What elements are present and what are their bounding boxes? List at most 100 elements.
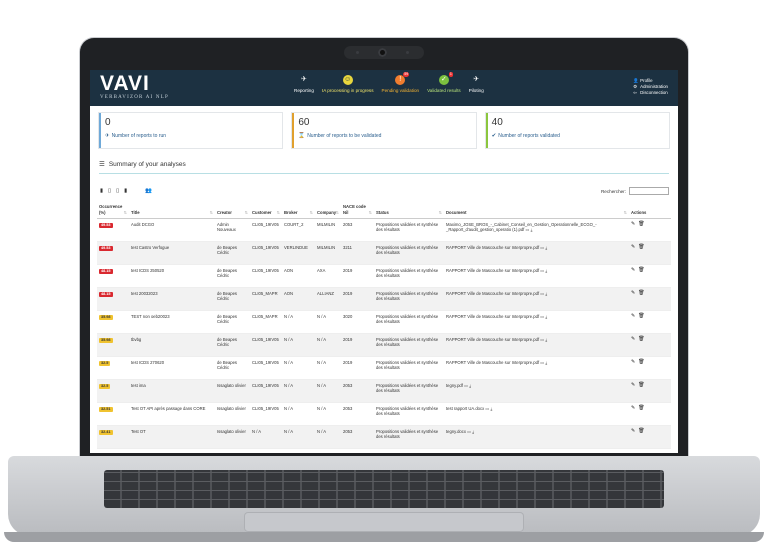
sort-icon[interactable]: ⇅: [368, 209, 372, 215]
search-input[interactable]: [629, 187, 669, 195]
download-icon[interactable]: ⤓: [471, 429, 475, 434]
trash-icon[interactable]: 🗑: [638, 267, 645, 273]
document-link[interactable]: RAPPORT Ville de Mascouche sur Interprop…: [446, 268, 540, 273]
excel-file-icon[interactable]: ▯: [116, 188, 120, 194]
trash-icon[interactable]: 🗑: [638, 244, 645, 250]
edit-icon[interactable]: ✎: [631, 313, 636, 319]
nav-reporting[interactable]: ✈ Reporting: [294, 75, 314, 93]
preview-icon[interactable]: ▭: [539, 245, 545, 250]
document-link[interactable]: test rapport UA.docx: [446, 406, 485, 411]
admin-link[interactable]: ⚙ Administration: [633, 84, 668, 90]
sort-icon[interactable]: ⇅: [438, 209, 442, 215]
document-link[interactable]: RAPPORT Ville de Mascouche sur Interprop…: [446, 314, 540, 319]
user-plus-icon[interactable]: 👥: [145, 188, 152, 194]
download-icon[interactable]: ⤓: [544, 314, 548, 319]
document-link[interactable]: RAPPORT Ville de Mascouche sur Interprop…: [446, 360, 540, 365]
trash-icon[interactable]: 🗑: [638, 359, 645, 365]
cell-company-text: N / A: [317, 314, 327, 319]
sort-icon[interactable]: ⇅: [244, 209, 248, 215]
preview-icon[interactable]: ▭: [539, 360, 545, 365]
stat-card-to-run[interactable]: 0 ✈ Number of reports to run: [98, 112, 284, 149]
table-row[interactable]: 48.15 test ICDS 250520 de Beapes Cédric CLI…: [97, 264, 671, 288]
column-header[interactable]: Actions: [629, 202, 671, 219]
download-icon[interactable]: ⤓: [544, 268, 548, 273]
preview-icon[interactable]: ▭: [539, 314, 545, 319]
trash-icon[interactable]: 🗑: [638, 382, 645, 388]
copy-icon[interactable]: ▮: [100, 188, 104, 194]
download-icon[interactable]: ⤓: [468, 383, 472, 388]
download-icon[interactable]: ⤓: [544, 360, 548, 365]
preview-icon[interactable]: ▭: [462, 383, 469, 388]
table-row[interactable]: 48.15 test 20032023 de Beapes Cédric CLI05_…: [97, 287, 671, 311]
cell-company-text: MILMILIN: [317, 245, 336, 250]
edit-icon[interactable]: ✎: [631, 428, 636, 434]
document-link[interactable]: RAPPORT Ville de Mascouche sur Interprop…: [446, 291, 540, 296]
logout-link[interactable]: ⇦ Disconnection: [633, 90, 668, 96]
app-logo[interactable]: VAVI VERBAVIZOR AI NLP: [100, 73, 169, 100]
edit-icon[interactable]: ✎: [631, 244, 636, 250]
download-icon[interactable]: ⤓: [489, 406, 493, 411]
csv-file-icon[interactable]: ▯: [108, 188, 112, 194]
trash-icon[interactable]: 🗑: [638, 313, 645, 319]
edit-icon[interactable]: ✎: [631, 336, 636, 342]
nav-validated-results[interactable]: ✓ 1 Validated results: [427, 72, 461, 93]
column-header[interactable]: Title ⇅: [129, 202, 215, 219]
trash-icon[interactable]: 🗑: [638, 336, 645, 342]
column-header[interactable]: Broker ⇅: [282, 202, 315, 219]
edit-icon[interactable]: ✎: [631, 290, 636, 296]
document-link[interactable]: tegny.docx: [446, 429, 466, 434]
preview-icon[interactable]: ▭: [524, 227, 530, 233]
document-link[interactable]: RAPPORT Ville de Mascouche sur Interprop…: [446, 245, 540, 250]
table-row[interactable]: 32.41 Test OT Issaglato olivier N / A N / A N…: [97, 425, 671, 449]
preview-icon[interactable]: ▭: [484, 406, 490, 411]
preview-icon[interactable]: ▭: [465, 429, 472, 434]
table-row[interactable]: 49.53 test Castro Verfogue de Beapes Cédri…: [97, 241, 671, 265]
table-row[interactable]: 35.98 TEST non oeb20023 de Beapes Cédric CL…: [97, 310, 671, 334]
download-icon[interactable]: ⤓: [544, 245, 548, 250]
sort-icon[interactable]: ⇅: [623, 209, 627, 215]
document-link[interactable]: Maximo_JOSE_BROS_-_Cabinet_Conseil_en_Ge…: [446, 222, 597, 233]
nav-ia-processing[interactable]: ☺ IA processing in progress: [322, 75, 374, 93]
download-icon[interactable]: ⤓: [544, 291, 548, 296]
sort-icon[interactable]: ⇅: [276, 209, 280, 215]
trash-icon[interactable]: 🗑: [638, 221, 645, 227]
edit-icon[interactable]: ✎: [631, 382, 636, 388]
table-row[interactable]: 32.5 test ICDS 270620 de Beapes Cédric CLI0…: [97, 356, 671, 380]
column-header[interactable]: Creator ⇅: [215, 202, 250, 219]
document-link[interactable]: tegny.pdf: [446, 383, 463, 388]
preview-icon[interactable]: ▭: [539, 337, 545, 342]
trash-icon[interactable]: 🗑: [638, 428, 645, 434]
document-link[interactable]: RAPPORT Ville de Mascouche sur Interprop…: [446, 337, 540, 342]
stat-card-to-validate[interactable]: 60 ⌛ Number of reports to be validated: [291, 112, 477, 149]
column-header[interactable]: Status ⇅: [374, 202, 444, 219]
trash-icon[interactable]: 🗑: [638, 290, 645, 296]
edit-icon[interactable]: ✎: [631, 359, 636, 365]
table-row[interactable]: 49.53 Audit DCGO Admin Nouveaux CLI05_19IV0…: [97, 218, 671, 242]
table-row[interactable]: 35.98 tbvbg de Beapes Cédric CLI05_19IV05 N …: [97, 333, 671, 357]
table-row[interactable]: 32.5 test ima Issaglato olivier CLI05_19IV0…: [97, 379, 671, 403]
trash-icon[interactable]: 🗑: [638, 405, 645, 411]
edit-icon[interactable]: ✎: [631, 267, 636, 273]
download-icon[interactable]: ⤓: [529, 227, 533, 233]
stat-card-validated[interactable]: 40 ✔ Number of reports validated: [484, 112, 670, 149]
column-header[interactable]: Customer ⇅: [250, 202, 282, 219]
edit-icon[interactable]: ✎: [631, 405, 636, 411]
nav-pending-validation[interactable]: ! 59 Pending validation: [382, 72, 419, 93]
sort-icon[interactable]: ⇅: [123, 209, 127, 215]
column-header[interactable]: Occurrence (%) ⇅: [97, 202, 129, 219]
profile-link[interactable]: 👤 Profile: [633, 78, 668, 84]
column-header[interactable]: Company ⇅: [315, 202, 341, 219]
pdf-file-icon[interactable]: ▮: [124, 188, 128, 194]
edit-icon[interactable]: ✎: [631, 221, 636, 227]
column-header[interactable]: Document ⇅: [444, 202, 629, 219]
sort-icon[interactable]: ⇅: [335, 209, 339, 215]
nav-piloting[interactable]: ✈ Piloting: [469, 75, 484, 93]
preview-icon[interactable]: ▭: [539, 268, 545, 273]
column-header[interactable]: NACE code Nil ⇅: [341, 202, 374, 219]
table-row[interactable]: 32.51 Test OT API après passage dans CORE…: [97, 402, 671, 426]
download-icon[interactable]: ⤓: [544, 337, 548, 342]
search-label: Rechercher:: [600, 188, 626, 194]
preview-icon[interactable]: ▭: [539, 291, 545, 296]
sort-icon[interactable]: ⇅: [309, 209, 313, 215]
sort-icon[interactable]: ⇅: [209, 209, 213, 215]
